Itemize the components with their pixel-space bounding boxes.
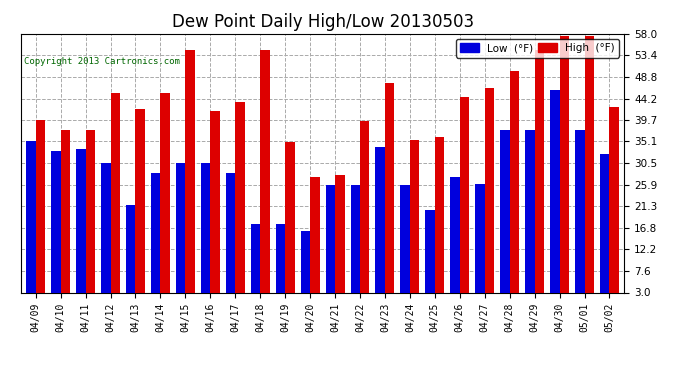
Bar [61,130,70,307]
Bar [550,90,560,307]
Bar [485,88,494,307]
Bar [525,130,535,307]
Bar [435,137,444,307]
Bar [326,185,335,307]
Bar [351,185,360,307]
Bar [301,231,310,307]
Bar [535,50,544,307]
Bar [36,120,45,307]
Bar [475,184,485,307]
Bar [310,177,319,307]
Bar [285,142,295,307]
Bar [400,185,410,307]
Bar [560,36,569,307]
Bar [360,121,369,307]
Bar [76,149,86,307]
Bar [460,97,469,307]
Bar [86,130,95,307]
Bar [151,172,160,307]
Bar [575,130,584,307]
Bar [210,111,220,307]
Bar [375,147,385,307]
Bar [176,163,186,307]
Bar [101,163,110,307]
Bar [235,102,245,307]
Bar [110,93,120,307]
Bar [276,224,285,307]
Bar [385,83,395,307]
Bar [510,71,519,307]
Bar [250,224,260,307]
Bar [410,140,420,307]
Bar [584,36,594,307]
Legend: Low  (°F), High  (°F): Low (°F), High (°F) [456,39,619,57]
Title: Dew Point Daily High/Low 20130503: Dew Point Daily High/Low 20130503 [172,13,473,31]
Bar [51,152,61,307]
Bar [609,106,619,307]
Bar [260,50,270,307]
Bar [126,206,135,307]
Bar [160,93,170,307]
Bar [201,163,210,307]
Bar [226,172,235,307]
Bar [600,154,609,307]
Bar [26,141,36,307]
Bar [425,210,435,307]
Bar [335,175,344,307]
Bar [500,130,510,307]
Bar [451,177,460,307]
Bar [186,50,195,307]
Text: Copyright 2013 Cartronics.com: Copyright 2013 Cartronics.com [24,57,180,66]
Bar [135,109,145,307]
